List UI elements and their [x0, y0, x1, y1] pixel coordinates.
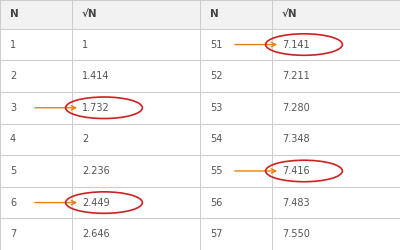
Text: 2: 2 [82, 134, 88, 144]
Text: 54: 54 [210, 134, 222, 144]
Text: √N: √N [282, 9, 298, 20]
Text: 56: 56 [210, 198, 222, 207]
Text: 1.414: 1.414 [82, 71, 110, 81]
Text: 51: 51 [210, 40, 222, 50]
Text: 7.280: 7.280 [282, 103, 310, 113]
Text: 5: 5 [10, 166, 16, 176]
Text: 52: 52 [210, 71, 222, 81]
Text: 6: 6 [10, 198, 16, 207]
Text: 53: 53 [210, 103, 222, 113]
Text: 3: 3 [10, 103, 16, 113]
Text: 7.483: 7.483 [282, 198, 310, 207]
Text: 4: 4 [10, 134, 16, 144]
Text: 7.141: 7.141 [282, 40, 310, 50]
Text: 7.550: 7.550 [282, 229, 310, 239]
Text: 1: 1 [82, 40, 88, 50]
Text: √N: √N [82, 9, 98, 20]
Text: 1: 1 [10, 40, 16, 50]
Text: 55: 55 [210, 166, 222, 176]
Text: 2.449: 2.449 [82, 198, 110, 207]
Text: 7: 7 [10, 229, 16, 239]
Bar [272, 0, 400, 29]
Text: N: N [10, 9, 19, 20]
Bar [0, 0, 72, 29]
Text: 2: 2 [10, 71, 16, 81]
Text: 7.348: 7.348 [282, 134, 310, 144]
Text: 7.211: 7.211 [282, 71, 310, 81]
Text: 1.732: 1.732 [82, 103, 110, 113]
Bar [200, 0, 272, 29]
Bar [72, 0, 200, 29]
Text: 2.646: 2.646 [82, 229, 110, 239]
Text: 2.236: 2.236 [82, 166, 110, 176]
Text: 7.416: 7.416 [282, 166, 310, 176]
Text: N: N [210, 9, 219, 20]
Text: 57: 57 [210, 229, 222, 239]
